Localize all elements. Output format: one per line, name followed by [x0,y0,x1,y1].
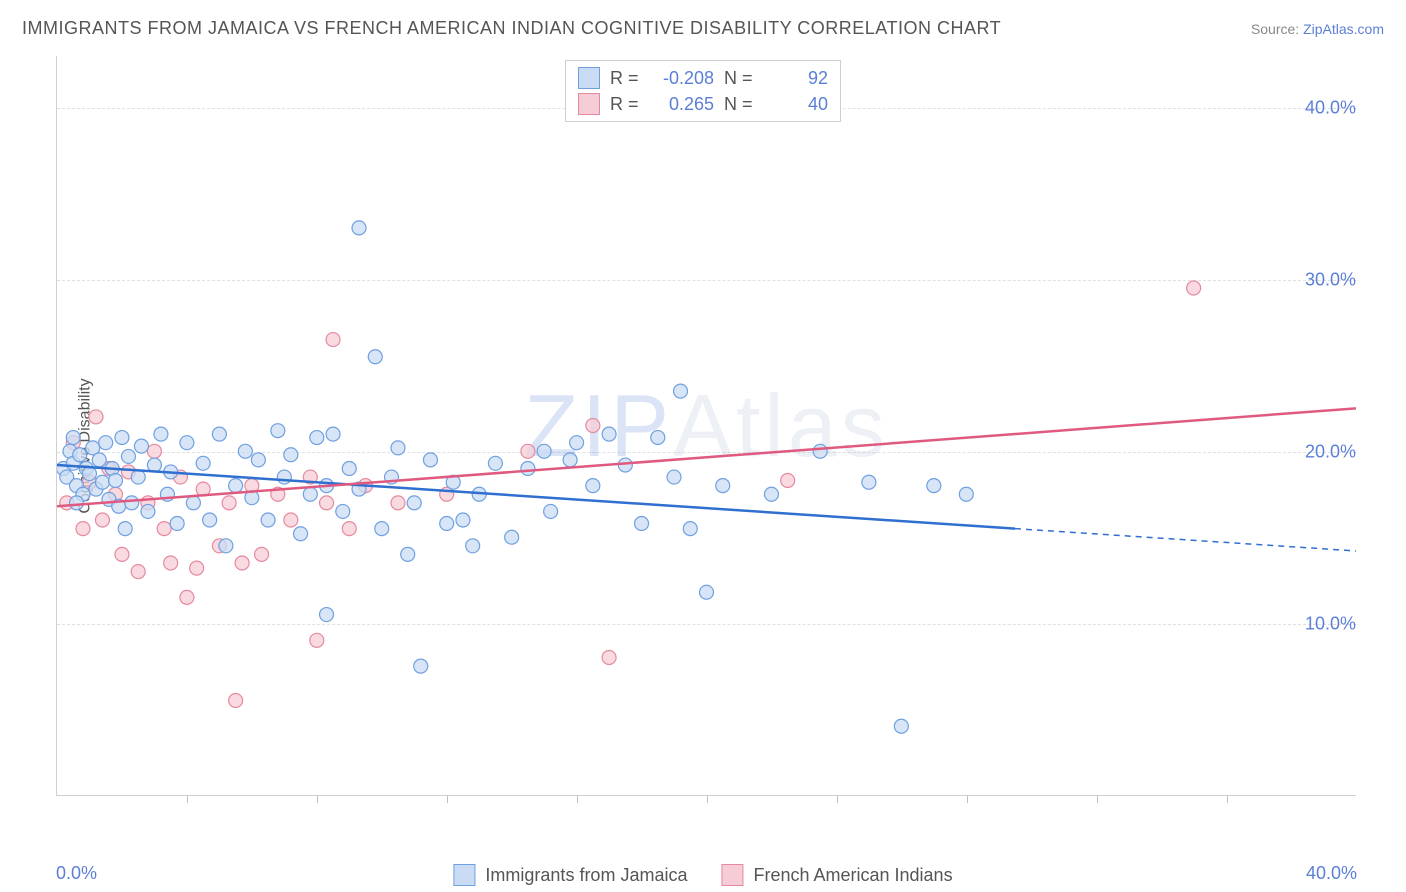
x-tick [967,795,968,803]
legend-swatch-pink [578,93,600,115]
legend-n-label-1: N = [724,68,758,89]
source-link[interactable]: ZipAtlas.com [1303,21,1384,37]
series-legend: Immigrants from Jamaica French American … [453,864,952,886]
legend-item-french: French American Indians [721,864,952,886]
legend-swatch-blue [578,67,600,89]
x-tick [707,795,708,803]
x-tick [837,795,838,803]
source-prefix: Source: [1251,21,1303,37]
legend-r-value-1: -0.208 [654,68,714,89]
legend-swatch-french [721,864,743,886]
legend-label-jamaica: Immigrants from Jamaica [485,865,687,886]
chart-header: IMMIGRANTS FROM JAMAICA VS FRENCH AMERIC… [22,18,1384,39]
legend-item-jamaica: Immigrants from Jamaica [453,864,687,886]
x-tick [317,795,318,803]
chart-title: IMMIGRANTS FROM JAMAICA VS FRENCH AMERIC… [22,18,1001,39]
x-tick [447,795,448,803]
legend-n-label-2: N = [724,94,758,115]
x-tick [1227,795,1228,803]
source-attribution: Source: ZipAtlas.com [1251,21,1384,37]
legend-label-french: French American Indians [753,865,952,886]
x-tick-label: 0.0% [56,863,97,884]
legend-row-series-2: R = 0.265 N = 40 [578,91,828,117]
legend-n-value-1: 92 [768,68,828,89]
legend-r-label-2: R = [610,94,644,115]
correlation-legend: R = -0.208 N = 92 R = 0.265 N = 40 [565,60,841,122]
legend-n-value-2: 40 [768,94,828,115]
chart-svg [57,56,1356,795]
legend-r-label-1: R = [610,68,644,89]
x-tick [577,795,578,803]
legend-swatch-jamaica [453,864,475,886]
x-tick [187,795,188,803]
legend-r-value-2: 0.265 [654,94,714,115]
legend-row-series-1: R = -0.208 N = 92 [578,65,828,91]
x-tick-label: 40.0% [1306,863,1357,884]
x-tick [1097,795,1098,803]
plot-area: ZIPAtlas [56,56,1356,796]
